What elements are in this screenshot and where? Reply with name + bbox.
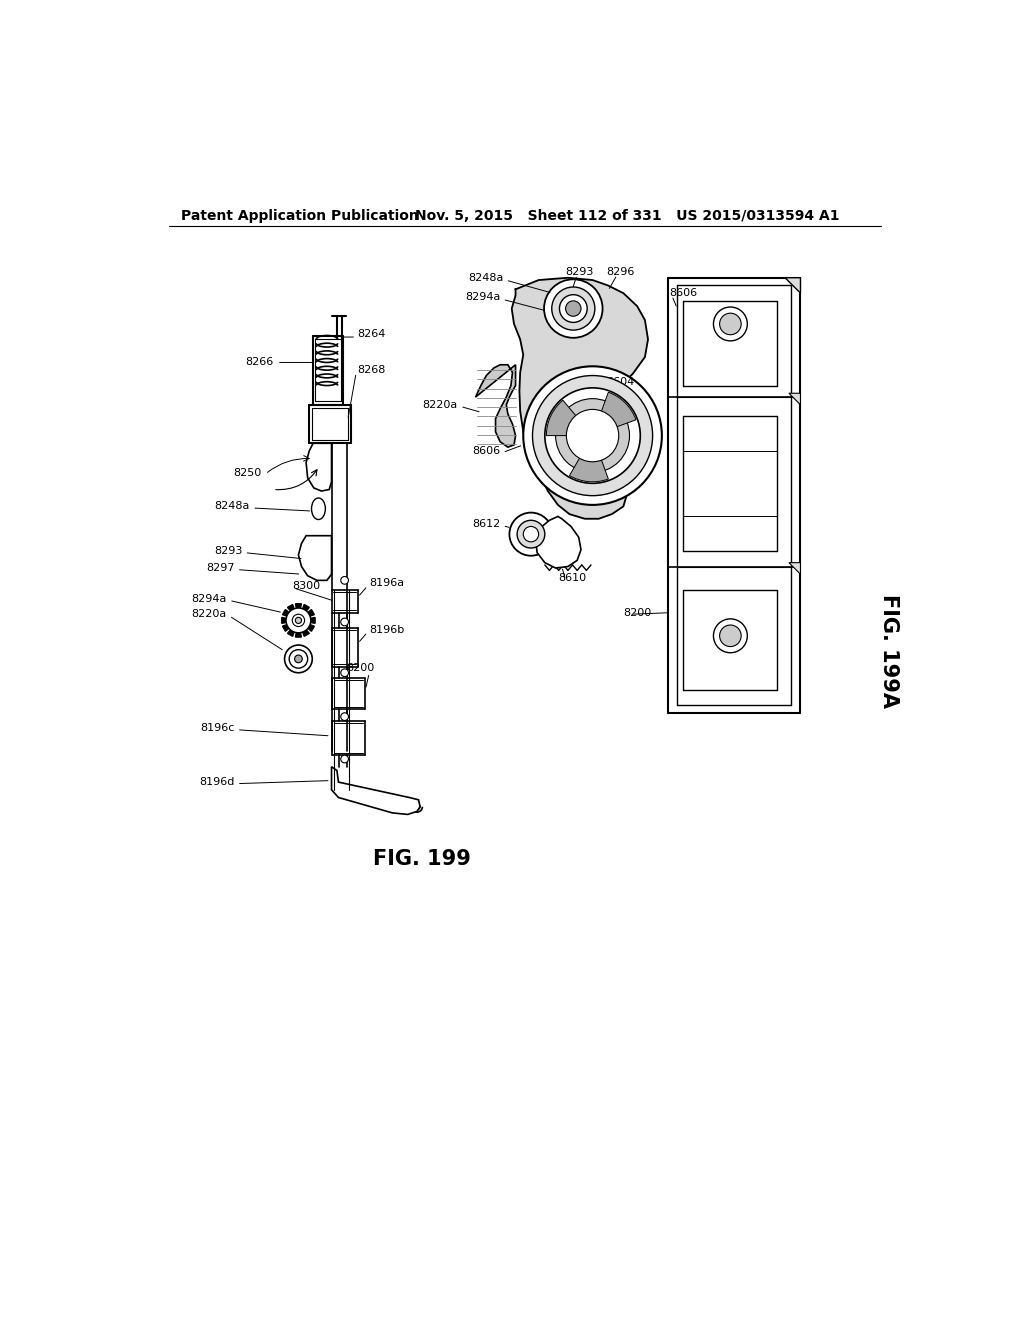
Polygon shape: [282, 618, 287, 623]
Text: 8606: 8606: [472, 446, 500, 455]
Text: 8612: 8612: [472, 519, 500, 529]
Circle shape: [714, 308, 748, 341]
Polygon shape: [306, 444, 332, 491]
Polygon shape: [303, 630, 309, 636]
Polygon shape: [296, 632, 301, 638]
Wedge shape: [569, 436, 608, 482]
Circle shape: [285, 645, 312, 673]
Circle shape: [714, 619, 748, 653]
Polygon shape: [788, 393, 801, 405]
Text: 8250: 8250: [233, 467, 261, 478]
Circle shape: [341, 618, 348, 626]
Polygon shape: [512, 277, 648, 519]
Circle shape: [556, 399, 630, 473]
Polygon shape: [283, 610, 289, 616]
Text: 8248a: 8248a: [468, 273, 503, 282]
Circle shape: [341, 669, 348, 677]
Circle shape: [720, 313, 741, 335]
Text: FIG. 199A: FIG. 199A: [879, 594, 899, 709]
Polygon shape: [308, 624, 314, 631]
Text: 8604: 8604: [606, 376, 635, 387]
Circle shape: [565, 301, 581, 317]
Text: 8610: 8610: [558, 573, 586, 583]
Polygon shape: [536, 516, 581, 568]
Text: Nov. 5, 2015   Sheet 112 of 331   US 2015/0313594 A1: Nov. 5, 2015 Sheet 112 of 331 US 2015/03…: [416, 209, 840, 223]
Text: 8606: 8606: [670, 288, 697, 298]
Circle shape: [509, 512, 553, 556]
Text: 8196c: 8196c: [200, 723, 234, 733]
Text: 8200: 8200: [346, 663, 375, 673]
Circle shape: [559, 294, 587, 322]
Circle shape: [341, 713, 348, 721]
Circle shape: [552, 286, 595, 330]
Polygon shape: [785, 277, 801, 293]
Text: 8294a: 8294a: [191, 594, 226, 603]
Text: 8293: 8293: [565, 268, 594, 277]
Circle shape: [566, 409, 618, 462]
Text: 8300: 8300: [292, 581, 321, 591]
Circle shape: [544, 280, 602, 338]
Polygon shape: [298, 536, 332, 581]
Text: 8196d: 8196d: [199, 777, 234, 787]
Polygon shape: [303, 605, 309, 611]
Circle shape: [295, 655, 302, 663]
Text: 8220a: 8220a: [191, 610, 226, 619]
Circle shape: [523, 367, 662, 506]
Text: 8248a: 8248a: [215, 502, 250, 511]
Circle shape: [341, 755, 348, 763]
Circle shape: [341, 577, 348, 585]
Circle shape: [289, 649, 307, 668]
Polygon shape: [475, 364, 515, 447]
Text: 8266: 8266: [245, 358, 273, 367]
Text: 8220a: 8220a: [423, 400, 458, 409]
Text: 8196a: 8196a: [370, 578, 404, 589]
Text: 8294a: 8294a: [465, 292, 500, 302]
Circle shape: [545, 388, 640, 483]
Circle shape: [286, 609, 310, 632]
Text: 8293: 8293: [214, 546, 243, 556]
Polygon shape: [788, 562, 801, 574]
Circle shape: [532, 376, 652, 496]
Text: 8296: 8296: [606, 268, 635, 277]
Text: 8200: 8200: [624, 607, 651, 618]
Polygon shape: [296, 603, 301, 609]
Polygon shape: [288, 630, 294, 636]
Polygon shape: [310, 618, 315, 623]
Wedge shape: [593, 392, 636, 436]
Circle shape: [295, 618, 301, 623]
Text: 8268: 8268: [357, 366, 386, 375]
Text: Patent Application Publication: Patent Application Publication: [180, 209, 419, 223]
Circle shape: [517, 520, 545, 548]
Polygon shape: [308, 610, 314, 616]
Circle shape: [523, 527, 539, 543]
Text: FIG. 199: FIG. 199: [373, 849, 471, 869]
Text: 8264: 8264: [357, 329, 386, 339]
Wedge shape: [547, 400, 593, 436]
Text: 8196b: 8196b: [370, 624, 404, 635]
Circle shape: [292, 614, 304, 627]
Circle shape: [720, 626, 741, 647]
Polygon shape: [283, 624, 289, 631]
Polygon shape: [288, 605, 294, 611]
Polygon shape: [332, 767, 420, 814]
Text: 8297: 8297: [206, 564, 234, 573]
